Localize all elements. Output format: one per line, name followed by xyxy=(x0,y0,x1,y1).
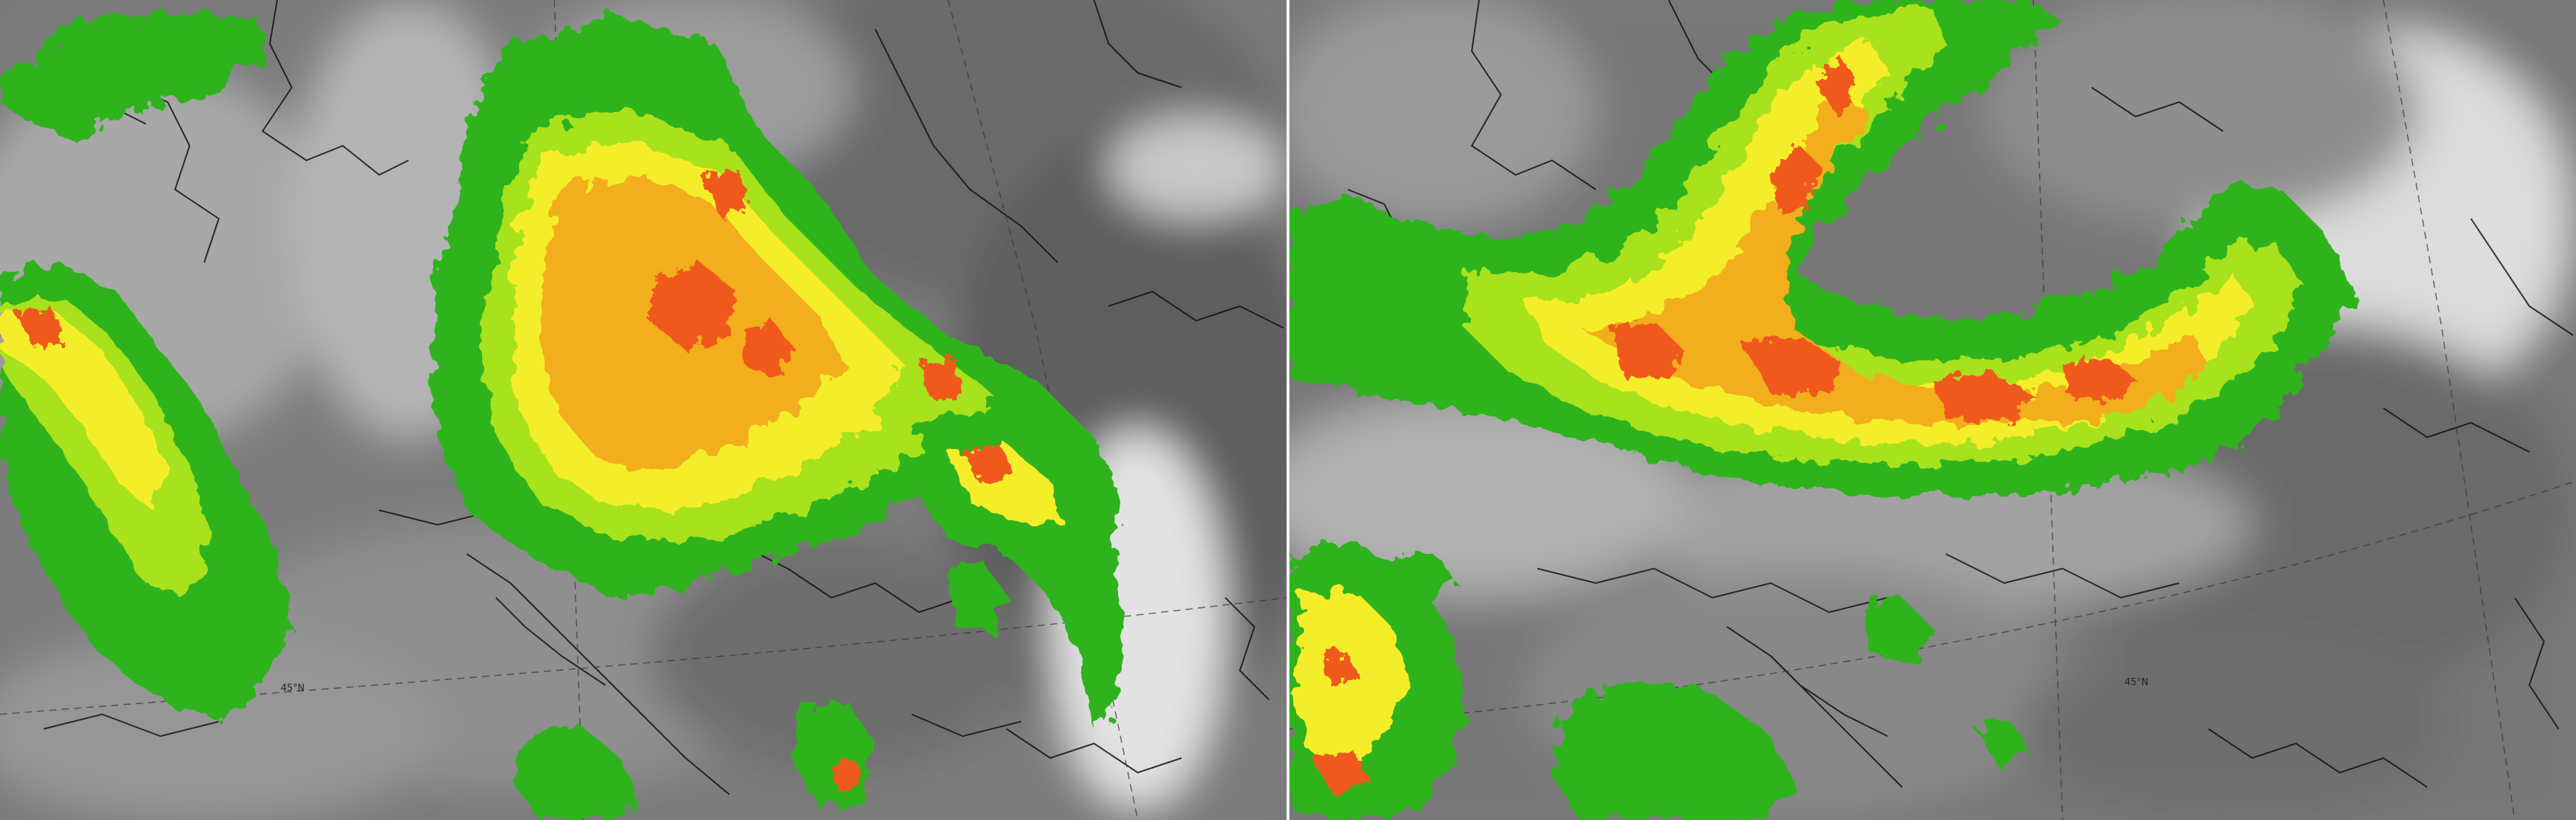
right-south-cells-west-heavy xyxy=(1297,590,1406,773)
right-south-cells-center xyxy=(1552,678,1800,820)
right-satellite-map: 45°N xyxy=(1289,0,2576,820)
right-core-1 xyxy=(1610,321,1683,379)
left-western-band-heavy xyxy=(0,313,168,510)
left-satellite-panel: 45°N xyxy=(0,0,1287,820)
left-satellite-map: 45°N xyxy=(0,0,1287,820)
left-core-7 xyxy=(831,758,861,794)
right-cyclone-very-heavy xyxy=(1581,95,2208,426)
left-south-cell-c xyxy=(948,561,1006,634)
left-core-4 xyxy=(919,357,963,401)
left-extreme-cores xyxy=(15,168,1014,794)
left-core-2 xyxy=(744,321,795,379)
left-latitude-label: 45°N xyxy=(281,683,305,694)
right-core-7 xyxy=(1311,751,1370,794)
right-south-cells-north xyxy=(1392,554,1457,605)
right-south-cells-adriatic xyxy=(1975,722,2026,765)
right-core-5 xyxy=(1771,146,1822,211)
right-core-8 xyxy=(1319,652,1359,685)
left-core-5 xyxy=(963,445,1014,481)
right-latitude-label: 45°N xyxy=(2125,677,2149,688)
panel-divider xyxy=(1287,0,1289,820)
left-northwest-patch xyxy=(0,7,263,138)
right-core-6 xyxy=(1815,58,1858,117)
right-core-3 xyxy=(1931,372,2033,423)
right-south-cells-east xyxy=(1858,598,1931,663)
right-core-4 xyxy=(2063,357,2135,401)
left-south-cell-a xyxy=(511,722,642,820)
right-extreme-cores xyxy=(1311,58,2135,794)
right-satellite-panel: 45°N xyxy=(1289,0,2576,820)
left-core-6 xyxy=(15,306,66,350)
left-core-3 xyxy=(700,168,751,219)
right-core-2 xyxy=(1742,335,1844,394)
left-core-1 xyxy=(649,262,737,350)
